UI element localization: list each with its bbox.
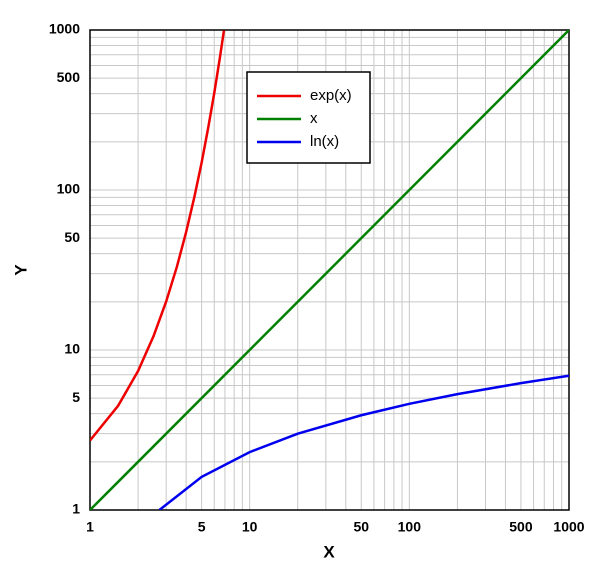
legend-label: x <box>310 110 318 127</box>
x-axis-label: X <box>323 542 335 561</box>
y-tick-label: 5 <box>72 389 80 405</box>
legend-label: exp(x) <box>310 87 352 104</box>
legend-label: ln(x) <box>310 133 339 150</box>
series-line <box>90 30 226 442</box>
y-tick-label: 1000 <box>49 21 80 37</box>
x-tick-label: 1 <box>86 519 94 535</box>
y-tick-label: 50 <box>64 229 80 245</box>
x-tick-label: 1000 <box>553 519 584 535</box>
y-tick-label: 100 <box>57 181 81 197</box>
x-tick-label: 50 <box>353 519 369 535</box>
x-tick-label: 10 <box>242 519 258 535</box>
y-tick-label: 500 <box>57 69 81 85</box>
y-tick-label: 1 <box>72 501 80 517</box>
x-tick-label: 100 <box>398 519 422 535</box>
y-tick-label: 10 <box>64 341 80 357</box>
plot-frame <box>89 29 570 511</box>
x-tick-label: 5 <box>198 519 206 535</box>
legend-box <box>246 71 371 164</box>
series-line <box>90 30 569 510</box>
x-tick-label: 500 <box>509 519 533 535</box>
series-line <box>158 374 569 510</box>
y-axis-label: Y <box>11 264 30 276</box>
